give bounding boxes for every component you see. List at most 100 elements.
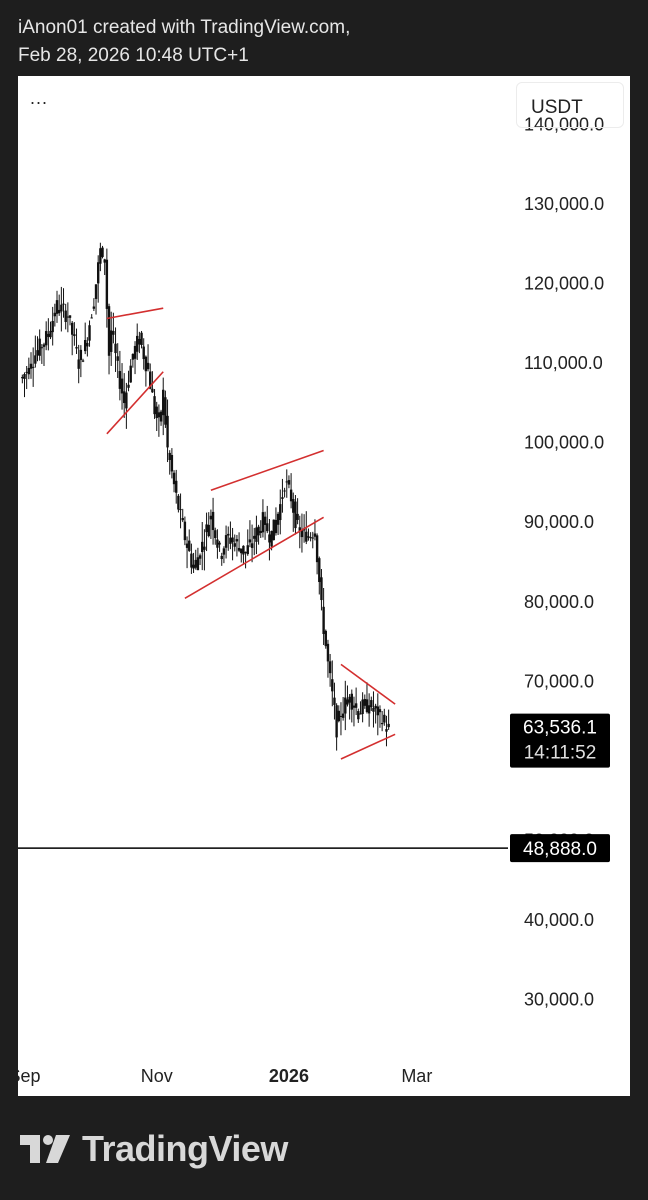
y-tick-label: 120,000.0 <box>524 274 604 294</box>
candle-body <box>94 284 98 299</box>
candle-body <box>86 342 89 347</box>
candle-body <box>90 317 93 319</box>
candle-body <box>341 713 345 718</box>
candle-body <box>248 539 252 543</box>
candle-body <box>298 527 301 532</box>
candle-body <box>305 531 308 542</box>
last-price-label: 63,536.1 <box>523 718 597 739</box>
candle-body <box>151 388 154 393</box>
y-tick-label: 70,000.0 <box>524 671 594 691</box>
candle-body <box>203 546 206 550</box>
bar-countdown-label: 14:11:52 <box>524 743 597 764</box>
candle-body <box>276 513 280 525</box>
candle-body <box>83 340 87 352</box>
candle-body <box>81 360 85 362</box>
candle-body <box>153 396 156 415</box>
candle-body <box>283 490 286 492</box>
candle-body <box>68 315 72 318</box>
candle-body <box>194 559 197 568</box>
candle-body <box>21 376 24 379</box>
candle-body <box>185 543 189 548</box>
currency-label[interactable]: USDT <box>516 82 624 128</box>
credit-line: iAnon01 created with TradingView.com, <box>18 17 351 38</box>
candle-body <box>350 693 353 710</box>
candle-body <box>246 545 249 555</box>
candle-body <box>105 259 109 309</box>
candle-body <box>333 697 336 705</box>
candle-body <box>229 537 232 544</box>
candle-body <box>335 705 338 738</box>
candle-body <box>385 729 388 732</box>
trendline[interactable] <box>106 371 164 435</box>
candle-body <box>224 535 228 548</box>
trendline[interactable] <box>340 733 396 760</box>
trendline[interactable] <box>106 307 164 320</box>
candle-body <box>29 363 33 369</box>
candle-body <box>274 519 278 534</box>
candle-body <box>361 699 364 714</box>
candle-body <box>183 521 187 541</box>
candle-body <box>44 331 48 346</box>
x-tick-label: Nov <box>141 1066 173 1086</box>
candle-body <box>159 411 163 422</box>
candle-body <box>138 338 141 345</box>
candle-body <box>64 310 67 323</box>
candle-body <box>378 709 382 713</box>
candle-body <box>120 378 124 394</box>
candle-body <box>346 699 349 705</box>
candle-body <box>307 536 310 538</box>
candle-body <box>118 371 122 389</box>
candle-body <box>92 306 96 309</box>
horizontal-line-label: 48,888.0 <box>523 839 597 860</box>
candle-body <box>36 350 39 356</box>
chart-credit-header: iAnon01 created with TradingView.com, Fe… <box>18 14 350 70</box>
candle-body <box>365 699 369 713</box>
candle-body <box>192 564 195 569</box>
candle-body <box>49 330 52 338</box>
candle-body <box>77 359 80 369</box>
candle-body <box>55 300 59 314</box>
candle-body <box>34 355 37 364</box>
candle-body <box>281 497 284 499</box>
candle-body <box>162 389 165 416</box>
candle-body <box>263 516 267 525</box>
candle-body <box>73 334 76 337</box>
candle-body <box>322 606 325 635</box>
candle-body <box>157 412 161 418</box>
candle-body <box>287 480 291 485</box>
candle-body <box>320 577 323 601</box>
chart-menu-icon[interactable]: ... <box>30 88 49 108</box>
x-tick-label: Mar <box>401 1066 432 1086</box>
price-chart[interactable]: 140,000.0 130,000.0 120,000.0 110,000.0 100,… <box>18 76 630 1096</box>
candle-body <box>337 710 340 722</box>
candle-body <box>270 530 273 547</box>
y-tick-label: 40,000.0 <box>524 910 594 930</box>
trendline[interactable] <box>184 516 325 600</box>
candle-body <box>339 715 343 717</box>
candle-body <box>315 535 319 563</box>
candle-body <box>376 706 380 716</box>
y-tick-label: 130,000.0 <box>524 194 604 214</box>
trendline[interactable] <box>210 449 324 491</box>
candle-body <box>31 366 35 368</box>
candle-body <box>101 247 104 257</box>
candle-body <box>211 511 215 531</box>
trendline[interactable] <box>340 663 396 705</box>
candle-body <box>140 332 143 346</box>
candle-body <box>70 322 74 335</box>
candle-body <box>300 530 304 538</box>
candle-body <box>164 397 167 425</box>
candle-body <box>309 537 312 539</box>
candle-body <box>255 527 258 542</box>
candle-body <box>131 354 135 360</box>
candle-body <box>146 362 150 370</box>
candle-body <box>79 349 83 360</box>
candle-body <box>133 345 137 359</box>
x-tick-label: Sep <box>18 1066 41 1086</box>
candle-body <box>218 542 221 545</box>
candle-body <box>123 391 126 404</box>
candle-body <box>237 547 241 551</box>
candle-body <box>331 679 334 692</box>
candle-body <box>209 515 213 520</box>
candle-body <box>198 555 202 559</box>
